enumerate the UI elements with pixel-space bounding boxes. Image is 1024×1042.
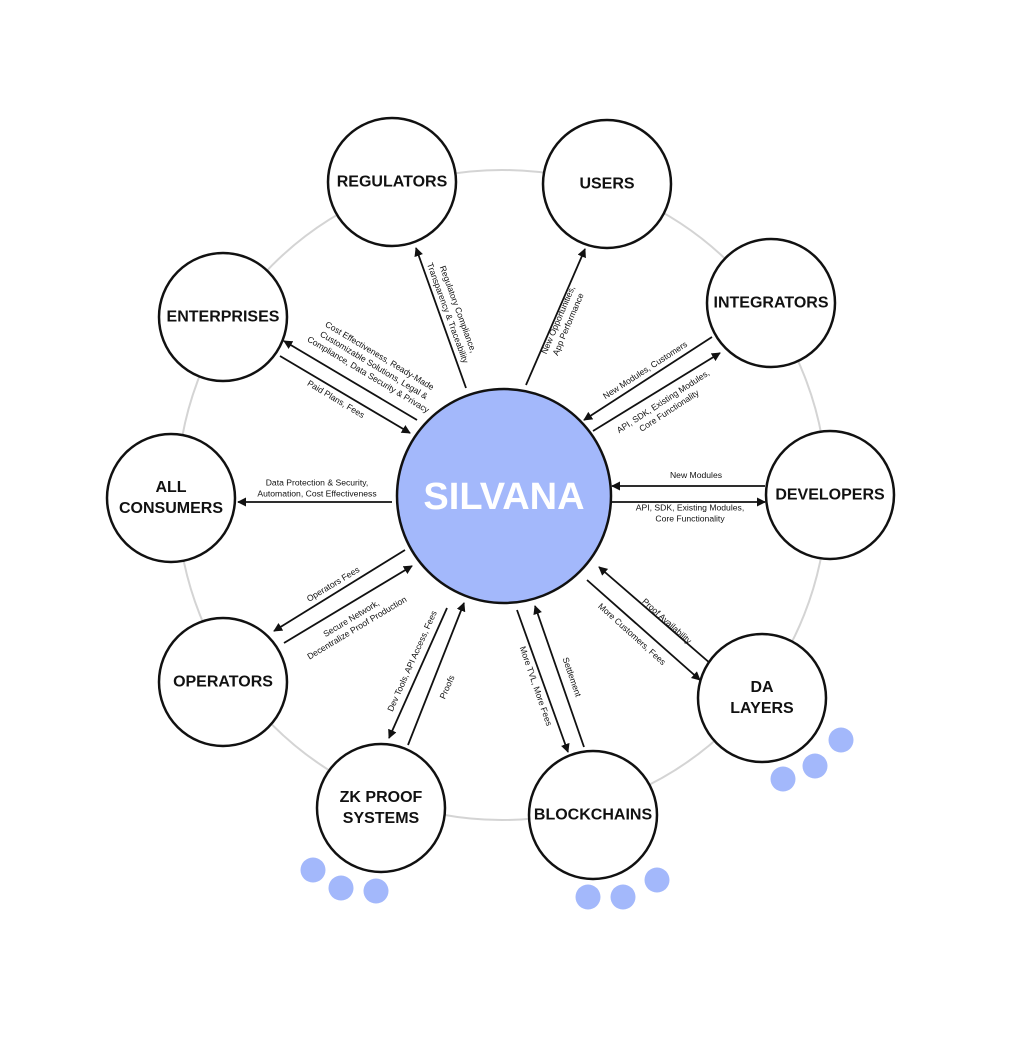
- edge-label-line: API, SDK, Existing Modules,: [636, 503, 744, 513]
- node-blockchains: BLOCKCHAINS: [527, 749, 659, 881]
- arrow-to-blockchains: [516, 609, 570, 753]
- edge-label-developers-in: New Modules: [670, 470, 722, 480]
- arrow-from-blockchains: [533, 605, 585, 748]
- node-circle-regulators: [326, 116, 458, 248]
- node-regulators: REGULATORS: [326, 116, 458, 248]
- node-label-all-consumers: ALL: [155, 479, 186, 496]
- edge-label-line: Automation, Cost Effectiveness: [257, 489, 376, 499]
- arrow-to-enterprises: [283, 340, 418, 421]
- arrow-to-regulators: [414, 247, 467, 389]
- edge-label-line: Operators Fees: [305, 564, 361, 603]
- arrow-to-operators: [273, 549, 406, 632]
- edge-label-line: Data Protection & Security,: [266, 478, 369, 488]
- node-integrators: INTEGRATORS: [705, 237, 837, 369]
- node-label-regulators: REGULATORS: [337, 174, 448, 191]
- edge-label-all-consumers: Data Protection & Security, Automation, C…: [257, 478, 376, 499]
- arrow-from-operators: [283, 565, 413, 644]
- node-label-users: USERS: [579, 176, 634, 193]
- node-da-layers: DA LAYERS: [696, 632, 828, 764]
- node-label-blockchains: BLOCKCHAINS: [534, 807, 653, 824]
- edge-label-line: Decentralize Proof Production: [305, 594, 408, 661]
- edge-label-blockchains-out: More TVL, More Fees: [518, 645, 555, 727]
- silvana-hub: [395, 387, 613, 605]
- node-circle-zk-proof-systems: [315, 742, 447, 874]
- edge-label-operators-out: Operators Fees: [305, 564, 361, 603]
- arrow-from-da-layers: [598, 566, 712, 665]
- node-label-enterprises: ENTERPRISES: [167, 309, 280, 326]
- edge-label-line: Proof Availability: [640, 596, 694, 646]
- node-label-da-layers: DA: [750, 679, 774, 696]
- arrow-to-integrators: [592, 352, 721, 432]
- edge-label-zk-out: Dev Tools, API Access, Fees: [385, 609, 439, 713]
- edge-label-users: New Opportunities,App Performance: [539, 284, 587, 359]
- arrow-from-integrators: [583, 336, 713, 421]
- arrow-to-zk-proof-systems: [388, 607, 448, 739]
- edge-label-developers-out: API, SDK, Existing Modules, Core Function…: [636, 503, 744, 524]
- decorative-dots: [300, 727, 854, 910]
- decorative-dot: [610, 884, 636, 910]
- node-circle-da-layers: [696, 632, 828, 764]
- edge-lines: [237, 247, 766, 753]
- node-developers: DEVELOPERS: [764, 429, 896, 561]
- node-label-developers: DEVELOPERS: [775, 487, 885, 504]
- node-circle-users: [541, 118, 673, 250]
- node-enterprises: ENTERPRISES: [157, 251, 289, 383]
- edge-label-da-in: Proof Availability: [640, 596, 694, 646]
- decorative-dot: [802, 753, 828, 779]
- node-circle-integrators: [705, 237, 837, 369]
- decorative-dot: [644, 867, 670, 893]
- node-circle-all-consumers: [105, 432, 237, 564]
- arrow-from-zk-proof-systems: [407, 602, 466, 746]
- decorative-dot: [328, 875, 354, 901]
- edge-label-line: New Modules: [670, 470, 722, 480]
- decorative-dot: [770, 766, 796, 792]
- edge-label-zk-in: Proofs: [437, 674, 456, 701]
- node-operators: OPERATORS: [157, 616, 289, 748]
- arrow-to-da-layers: [586, 579, 701, 681]
- node-circle-enterprises: [157, 251, 289, 383]
- node-group: REGULATORS USERS INTEGRATORS DEVELOPERS DA LA…: [105, 116, 896, 881]
- node-all-consumers: ALL CONSUMERS: [105, 432, 237, 564]
- node-users: USERS: [541, 118, 673, 250]
- node-label-da-layers: LAYERS: [730, 700, 794, 717]
- node-circle-developers: [764, 429, 896, 561]
- decorative-dot: [828, 727, 854, 753]
- edge-label-line: Dev Tools, API Access, Fees: [385, 609, 439, 713]
- edge-label-line: More TVL, More Fees: [518, 645, 555, 727]
- node-zk-proof-systems: ZK PROOF SYSTEMS: [315, 742, 447, 874]
- decorative-dot: [363, 878, 389, 904]
- node-circle-operators: [157, 616, 289, 748]
- node-label-zk-proof-systems: SYSTEMS: [343, 810, 420, 827]
- node-circle-blockchains: [527, 749, 659, 881]
- node-label-zk-proof-systems: ZK PROOF: [340, 789, 423, 806]
- edge-label-line: Proofs: [437, 674, 456, 701]
- node-label-all-consumers: CONSUMERS: [119, 500, 223, 517]
- arrow-from-enterprises: [279, 355, 411, 434]
- edge-label-regulators: Regulatory Compliance,Transparency & Tra…: [425, 258, 481, 366]
- silvana-label: SILVANA: [423, 476, 584, 518]
- decorative-dot: [300, 857, 326, 883]
- edge-label-line: Core Functionality: [655, 514, 725, 524]
- edge-label-line: Customizable Solutions, Legal &: [318, 329, 429, 401]
- node-label-integrators: INTEGRATORS: [714, 295, 829, 312]
- arrow-to-users: [525, 248, 586, 386]
- decorative-dot: [575, 884, 601, 910]
- node-label-operators: OPERATORS: [173, 674, 273, 691]
